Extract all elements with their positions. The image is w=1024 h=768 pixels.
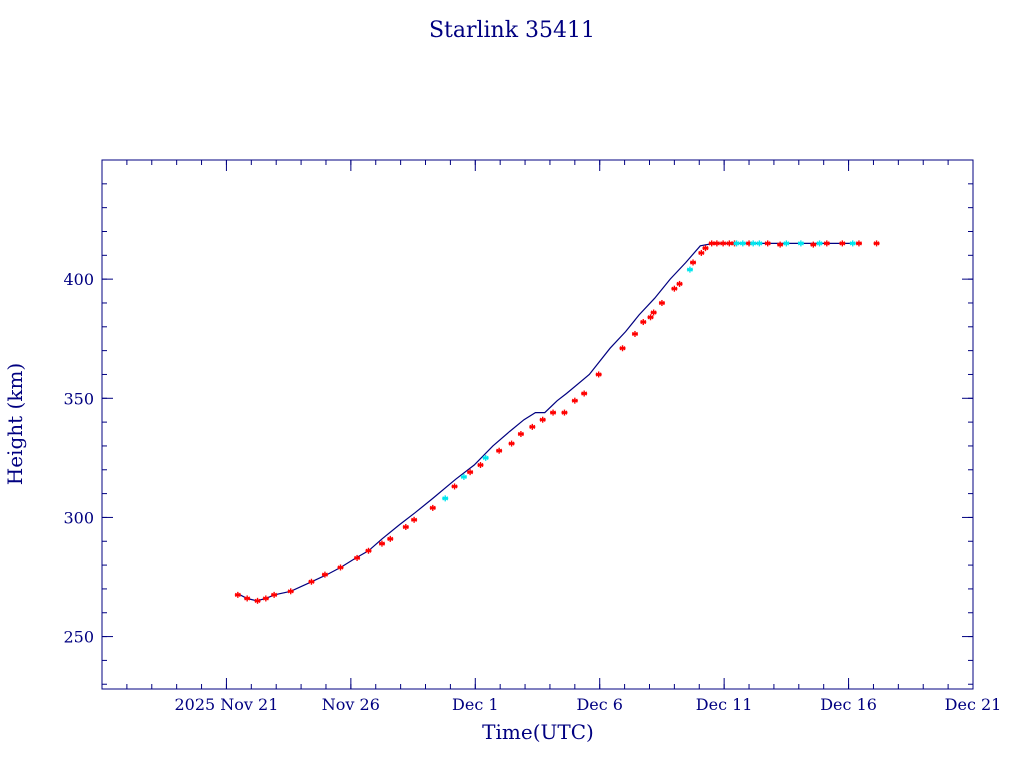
trend-line-layer xyxy=(237,242,851,602)
primary-observation-point xyxy=(698,249,705,256)
primary-observation-point xyxy=(690,259,697,266)
y-axis-label: Height (km) xyxy=(3,363,27,485)
primary-observation-point xyxy=(713,240,720,247)
primary-observation-point xyxy=(244,595,251,602)
primary-observation-point xyxy=(726,240,733,247)
primary-observation-point xyxy=(764,240,771,247)
primary-observation-point xyxy=(254,597,261,604)
primary-observation-point xyxy=(650,309,657,316)
primary-observation-point xyxy=(262,595,269,602)
secondary-observation-point xyxy=(816,240,823,247)
primary-observation-point xyxy=(581,390,588,397)
primary-observation-point xyxy=(619,345,626,352)
primary-observation-point xyxy=(550,409,557,416)
secondary-observation-point xyxy=(482,454,489,461)
primary-observation-point xyxy=(337,564,344,571)
x-tick-labels: 2025 Nov 21 Nov 26 Dec 1 Dec 6 Dec 11 Dec 16 D… xyxy=(174,695,1001,714)
primary-observation-point xyxy=(777,241,784,248)
x-tick-label: Dec 16 xyxy=(820,695,877,714)
plot-frame xyxy=(101,159,974,690)
secondary-observation-point xyxy=(849,240,856,247)
primary-observation-point xyxy=(517,431,524,438)
primary-observation-point xyxy=(529,423,536,430)
primary-observation-point xyxy=(640,319,647,326)
chart-title: Starlink 35411 xyxy=(429,18,595,43)
primary-observation-point xyxy=(823,240,830,247)
primary-observation-point xyxy=(411,516,418,523)
primary-observation-point xyxy=(571,397,578,404)
primary-observation-point xyxy=(595,371,602,378)
y-tick-label: 250 xyxy=(63,628,94,647)
primary-observation-point xyxy=(496,447,503,454)
trend-line xyxy=(237,242,851,602)
x-tick-label: 2025 Nov 21 xyxy=(174,695,278,714)
secondary-observation-point xyxy=(756,240,763,247)
primary-observation-point xyxy=(839,240,846,247)
primary-observation-point xyxy=(234,591,241,598)
y-tick-label: 350 xyxy=(63,389,94,408)
primary-observation-point xyxy=(429,504,436,511)
primary-observation-point xyxy=(702,245,709,252)
secondary-observation-point xyxy=(442,495,449,502)
primary-observation-point xyxy=(561,409,568,416)
primary-observation-point xyxy=(477,462,484,469)
primary-observation-point xyxy=(321,571,328,578)
x-axis-label: Time(UTC) xyxy=(482,720,594,744)
primary-observation-point xyxy=(539,416,546,423)
axes xyxy=(101,159,974,690)
primary-observation-point xyxy=(720,240,727,247)
primary-observation-point xyxy=(467,469,474,476)
primary-observation-point xyxy=(354,554,361,561)
primary-observation-point xyxy=(402,523,409,530)
secondary-observation-point xyxy=(733,240,740,247)
primary-observation-point xyxy=(308,578,315,585)
primary-observation-point xyxy=(671,285,678,292)
observation-markers xyxy=(234,240,880,604)
x-tick-label: Dec 6 xyxy=(576,695,623,714)
primary-observation-point xyxy=(387,535,394,542)
secondary-observation-point xyxy=(750,240,757,247)
primary-observation-point xyxy=(378,540,385,547)
primary-observation-point xyxy=(365,547,372,554)
primary-observation-point xyxy=(658,299,665,306)
secondary-observation-point xyxy=(783,240,790,247)
secondary-observation-point xyxy=(739,240,746,247)
secondary-observation-point xyxy=(460,473,467,480)
primary-observation-point xyxy=(810,241,817,248)
primary-observation-point xyxy=(873,240,880,247)
primary-observation-point xyxy=(676,280,683,287)
primary-observation-point xyxy=(708,240,715,247)
x-tick-label: Dec 21 xyxy=(945,695,1002,714)
primary-observation-point xyxy=(647,314,654,321)
primary-observation-point xyxy=(631,330,638,337)
y-tick-labels: 250 300 350 400 xyxy=(63,270,94,646)
primary-observation-point xyxy=(855,240,862,247)
secondary-observation-point xyxy=(797,240,804,247)
primary-observation-point xyxy=(271,591,278,598)
primary-observation-point xyxy=(508,440,515,447)
y-tick-label: 400 xyxy=(63,270,94,289)
y-tick-label: 300 xyxy=(63,508,94,527)
primary-observation-point xyxy=(287,588,294,595)
x-tick-label: Dec 11 xyxy=(696,695,753,714)
x-tick-label: Nov 26 xyxy=(322,695,380,714)
x-tick-label: Dec 1 xyxy=(452,695,499,714)
secondary-observation-point xyxy=(686,266,693,273)
primary-observation-point xyxy=(451,483,458,490)
